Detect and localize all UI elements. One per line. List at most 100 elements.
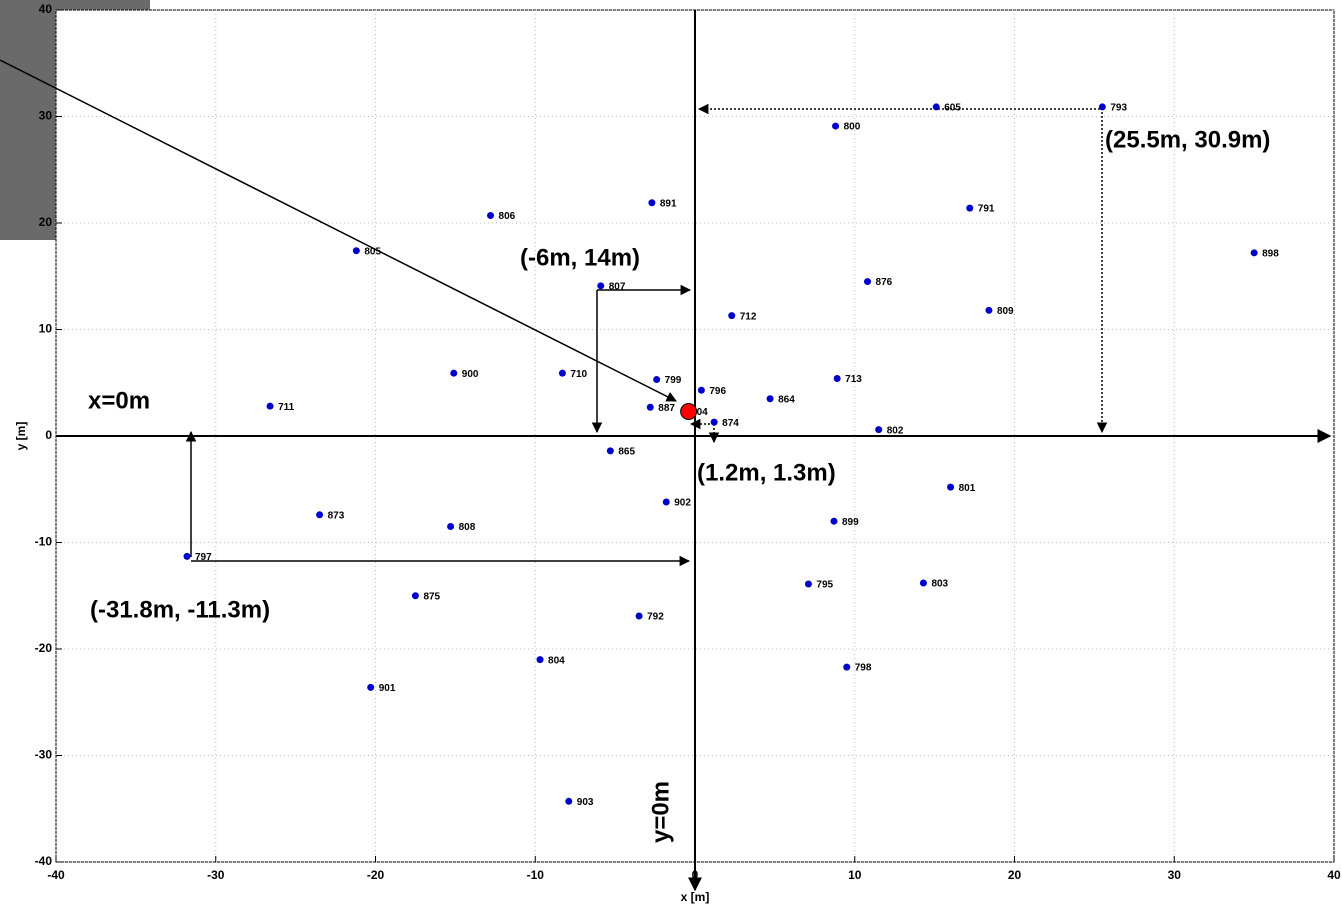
point bbox=[646, 403, 654, 411]
point-label: 887 bbox=[658, 403, 675, 414]
point bbox=[830, 517, 838, 525]
point bbox=[450, 369, 458, 377]
y-tick-label: 20 bbox=[39, 215, 53, 229]
y-tick-label: -20 bbox=[35, 641, 53, 655]
point bbox=[932, 103, 940, 111]
point-label: 901 bbox=[379, 683, 396, 694]
point-label: 873 bbox=[328, 510, 345, 521]
point-label: 865 bbox=[618, 447, 635, 458]
point bbox=[352, 247, 360, 255]
point-label: 710 bbox=[570, 369, 587, 380]
point bbox=[565, 797, 573, 805]
point-label: 798 bbox=[855, 663, 872, 674]
highlight-point bbox=[680, 403, 698, 421]
point bbox=[266, 402, 274, 410]
point-label: 899 bbox=[842, 517, 859, 528]
point bbox=[843, 663, 851, 671]
point-label: 864 bbox=[778, 394, 795, 405]
point bbox=[832, 122, 840, 130]
point bbox=[947, 483, 955, 491]
x-tick-label: 40 bbox=[1327, 868, 1341, 882]
y-tick-label: -10 bbox=[35, 535, 53, 549]
highlight-label: 04 bbox=[697, 407, 709, 418]
point-label: 802 bbox=[887, 425, 904, 436]
point bbox=[662, 498, 670, 506]
x-tick-label: 30 bbox=[1168, 868, 1182, 882]
point-label: 797 bbox=[195, 552, 212, 563]
x-tick-label: -30 bbox=[207, 868, 225, 882]
point-label: 808 bbox=[459, 522, 476, 533]
x-tick-label: -40 bbox=[47, 868, 65, 882]
point bbox=[804, 580, 812, 588]
x-tick-label: -10 bbox=[527, 868, 545, 882]
point-label: 796 bbox=[709, 386, 726, 397]
point bbox=[487, 212, 495, 220]
point bbox=[875, 426, 883, 434]
point bbox=[635, 612, 643, 620]
point-label: 804 bbox=[548, 655, 565, 666]
point-label: 805 bbox=[364, 246, 381, 257]
x-tick-label: 20 bbox=[1008, 868, 1022, 882]
point-label: 791 bbox=[978, 204, 995, 215]
x-axis-label: x [m] bbox=[681, 890, 710, 904]
point bbox=[367, 683, 375, 691]
point bbox=[966, 204, 974, 212]
point bbox=[606, 447, 614, 455]
point-label: 898 bbox=[1262, 248, 1279, 259]
y-tick-label: 30 bbox=[39, 109, 53, 123]
point-label: 800 bbox=[844, 122, 861, 133]
point-label: 712 bbox=[740, 311, 757, 322]
annotation: (1.2m, 1.3m) bbox=[697, 459, 836, 486]
annotation-arrows bbox=[0, 59, 1108, 567]
point bbox=[864, 278, 872, 286]
point-label: 875 bbox=[423, 591, 440, 602]
annotation: x=0m bbox=[88, 387, 150, 414]
point-label: 807 bbox=[609, 281, 626, 292]
point-label: 809 bbox=[997, 306, 1014, 317]
point-label: 713 bbox=[845, 374, 862, 385]
point-label: 803 bbox=[931, 579, 948, 590]
point bbox=[919, 579, 927, 587]
annotation: (25.5m, 30.9m) bbox=[1105, 126, 1270, 153]
y-tick-label: -40 bbox=[35, 854, 53, 868]
point-label: 900 bbox=[462, 369, 479, 380]
point-label: 874 bbox=[722, 418, 739, 429]
point-label: 903 bbox=[577, 797, 594, 808]
y-tick-label: 10 bbox=[39, 322, 53, 336]
point bbox=[447, 523, 455, 531]
annotation: (-6m, 14m) bbox=[520, 244, 640, 271]
point bbox=[728, 312, 736, 320]
y-axis-label: y [m] bbox=[14, 422, 28, 451]
point-label: 793 bbox=[1110, 103, 1127, 114]
point-label: 605 bbox=[944, 103, 961, 114]
point bbox=[985, 306, 993, 314]
point bbox=[597, 282, 605, 290]
point bbox=[183, 552, 191, 560]
point bbox=[558, 369, 566, 377]
x-tick-label: 0 bbox=[692, 868, 699, 882]
point-label: 891 bbox=[660, 198, 677, 209]
point-label: 711 bbox=[278, 402, 295, 413]
point-label: 806 bbox=[499, 211, 516, 222]
point-label: 792 bbox=[647, 612, 664, 623]
point-label: 799 bbox=[665, 375, 682, 386]
point bbox=[833, 374, 841, 382]
point bbox=[411, 592, 419, 600]
point bbox=[648, 199, 656, 207]
x-tick-label: 10 bbox=[848, 868, 862, 882]
point bbox=[653, 376, 661, 384]
point bbox=[1250, 249, 1258, 257]
annotation: (-31.8m, -11.3m) bbox=[90, 596, 270, 623]
x-tick-label: -20 bbox=[367, 868, 385, 882]
point-label: 902 bbox=[674, 498, 691, 509]
y-tick-label: -30 bbox=[35, 748, 53, 762]
point-label: 801 bbox=[959, 483, 976, 494]
point bbox=[536, 656, 544, 664]
point bbox=[1098, 103, 1106, 111]
y-tick-label: 40 bbox=[39, 2, 53, 16]
annotation: y=0m bbox=[647, 781, 674, 843]
point-label: 795 bbox=[816, 580, 833, 591]
y-tick-label: 0 bbox=[45, 428, 52, 442]
point bbox=[697, 386, 705, 394]
point bbox=[316, 511, 324, 519]
